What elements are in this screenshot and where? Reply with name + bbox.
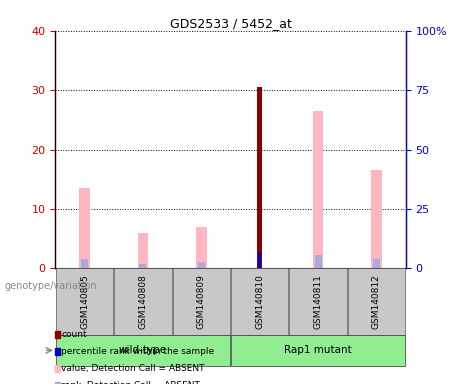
Bar [231,268,288,335]
Text: rank, Detection Call = ABSENT: rank, Detection Call = ABSENT [61,381,200,384]
Bar [373,259,380,268]
Bar [138,233,148,268]
Bar [139,263,147,268]
Text: count: count [61,329,87,339]
Text: genotype/variation: genotype/variation [5,281,97,291]
Text: GSM140811: GSM140811 [313,274,323,329]
Bar [313,111,323,268]
Text: percentile rank within the sample: percentile rank within the sample [61,347,214,356]
Bar [114,268,171,335]
Text: GSM140805: GSM140805 [80,274,89,329]
Bar [348,268,405,335]
Bar [56,268,113,335]
Text: GSM140808: GSM140808 [138,274,148,329]
Bar [314,255,322,268]
Bar [196,227,207,268]
Text: value, Detection Call = ABSENT: value, Detection Call = ABSENT [61,364,205,373]
Bar [231,335,405,366]
Bar [258,252,261,268]
Bar [257,87,262,268]
Bar [79,188,90,268]
Text: wild-type: wild-type [119,345,167,356]
Text: GSM140809: GSM140809 [197,274,206,329]
Bar [371,170,382,268]
Bar [198,262,205,268]
Bar [290,268,347,335]
Bar [56,335,230,366]
Title: GDS2533 / 5452_at: GDS2533 / 5452_at [170,17,291,30]
Bar [173,268,230,335]
Text: GSM140812: GSM140812 [372,275,381,329]
Text: GSM140810: GSM140810 [255,274,264,329]
Text: Rap1 mutant: Rap1 mutant [284,345,352,356]
Bar [81,259,88,268]
